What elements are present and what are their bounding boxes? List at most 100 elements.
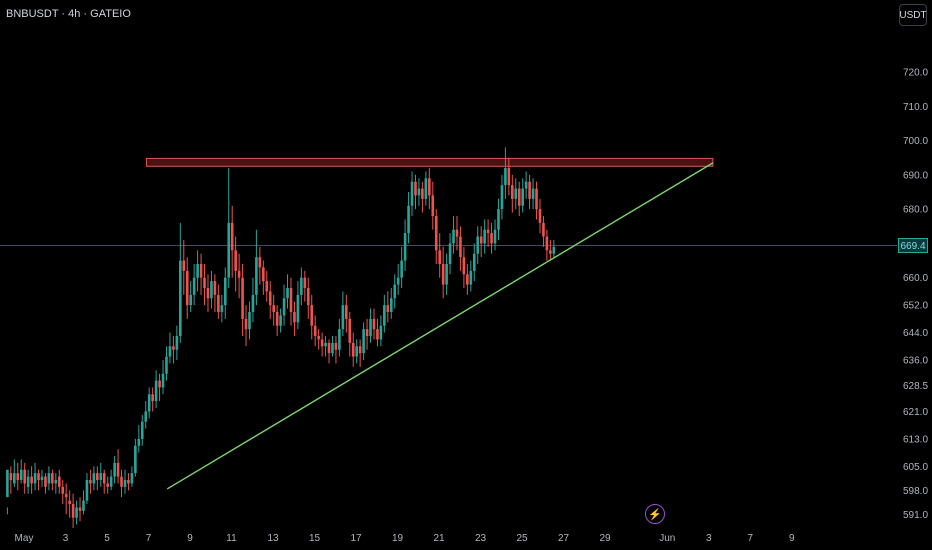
candle-body bbox=[365, 329, 369, 336]
candle-body bbox=[345, 305, 348, 319]
x-tick-label: 17 bbox=[350, 533, 362, 544]
candle-body bbox=[134, 445, 137, 474]
candle-body bbox=[85, 480, 89, 501]
candle-body bbox=[293, 312, 296, 323]
x-tick-label: 25 bbox=[516, 533, 528, 544]
candle-body bbox=[182, 260, 186, 271]
candle-body bbox=[168, 346, 172, 357]
candle-body bbox=[44, 476, 47, 487]
resistance-zone bbox=[145, 157, 714, 167]
candle-body bbox=[286, 288, 289, 299]
x-tick-label: Jun bbox=[659, 533, 675, 544]
candle-body bbox=[383, 305, 386, 326]
candle-body bbox=[535, 188, 538, 210]
y-tick-label: 591.0 bbox=[903, 510, 928, 521]
candle-body bbox=[140, 421, 144, 439]
candle-body bbox=[78, 507, 82, 511]
candle-body bbox=[30, 476, 33, 484]
candle-body bbox=[389, 298, 393, 312]
candle-body bbox=[289, 288, 293, 312]
candle-body bbox=[497, 209, 500, 230]
candle-body bbox=[6, 469, 9, 498]
x-tick-label: 15 bbox=[309, 533, 321, 544]
y-tick-label: 598.0 bbox=[903, 486, 928, 497]
candle-body bbox=[393, 284, 397, 299]
x-tick-label: 21 bbox=[433, 533, 445, 544]
candle-body bbox=[472, 253, 476, 271]
candle-body bbox=[396, 277, 400, 285]
candle-body bbox=[189, 294, 192, 306]
candle-body bbox=[40, 476, 44, 480]
candle-body bbox=[13, 473, 16, 484]
candle-body bbox=[268, 291, 272, 306]
candle-body bbox=[258, 257, 262, 268]
candle-body bbox=[407, 205, 410, 234]
candle-body bbox=[223, 277, 227, 306]
currency-button[interactable]: USDT bbox=[899, 4, 927, 26]
candle-body bbox=[376, 329, 379, 340]
candle-body bbox=[92, 473, 96, 484]
candle-body bbox=[410, 181, 414, 206]
candle-body bbox=[89, 480, 92, 484]
candle-body bbox=[130, 473, 134, 484]
candle-body bbox=[154, 380, 158, 402]
candle-body bbox=[265, 281, 269, 292]
candle-body bbox=[355, 346, 358, 357]
candle-body bbox=[210, 281, 213, 299]
candle-body bbox=[455, 229, 459, 237]
candle-body bbox=[230, 222, 234, 251]
candle-body bbox=[334, 342, 338, 350]
support-trendline bbox=[166, 162, 714, 490]
y-tick-label: 613.0 bbox=[903, 434, 928, 445]
y-tick-label: 660.0 bbox=[903, 273, 928, 284]
candle-body bbox=[19, 469, 23, 480]
candle-body bbox=[500, 185, 504, 210]
candle-body bbox=[227, 222, 231, 278]
candle-body bbox=[47, 473, 51, 484]
y-tick-label: 605.0 bbox=[903, 462, 928, 473]
candle-body bbox=[102, 473, 106, 484]
candle-body bbox=[54, 480, 58, 484]
candle-body bbox=[64, 493, 68, 498]
candle-body bbox=[192, 277, 196, 295]
candle-body bbox=[369, 318, 372, 336]
candle-body bbox=[306, 288, 310, 306]
y-tick-label: 700.0 bbox=[903, 136, 928, 147]
x-tick-label: 7 bbox=[747, 533, 753, 544]
x-tick-label: 29 bbox=[599, 533, 611, 544]
x-tick-label: 9 bbox=[187, 533, 193, 544]
candle-body bbox=[23, 469, 26, 484]
candle-body bbox=[466, 274, 469, 285]
candle-body bbox=[203, 277, 206, 288]
candle-body bbox=[279, 315, 282, 326]
candle-body bbox=[528, 181, 531, 199]
candle-body bbox=[310, 305, 314, 326]
candle-body bbox=[414, 181, 417, 196]
candle-body bbox=[486, 229, 490, 234]
candle-body bbox=[272, 305, 275, 312]
candle-body bbox=[431, 195, 435, 216]
lightning-icon[interactable]: ⚡ bbox=[645, 504, 665, 524]
candle-body bbox=[255, 257, 258, 295]
candle-body bbox=[248, 312, 251, 330]
y-tick-label: 652.0 bbox=[903, 301, 928, 312]
candle-body bbox=[331, 342, 334, 354]
candle-body bbox=[338, 329, 341, 350]
x-tick-label: 19 bbox=[392, 533, 404, 544]
y-tick-label: 720.0 bbox=[903, 68, 928, 79]
candle-body bbox=[161, 373, 165, 388]
candle-body bbox=[483, 229, 486, 244]
candle-body bbox=[469, 270, 473, 285]
candle-body bbox=[179, 260, 182, 336]
y-tick-label: 636.0 bbox=[903, 356, 928, 367]
candle-body bbox=[386, 305, 390, 312]
x-tick-label: 3 bbox=[706, 533, 712, 544]
candle-body bbox=[165, 356, 168, 374]
candle-body bbox=[317, 336, 320, 340]
candle-body bbox=[275, 312, 279, 326]
candle-body bbox=[545, 236, 549, 251]
candle-body bbox=[51, 473, 54, 484]
candle-body bbox=[514, 188, 518, 199]
